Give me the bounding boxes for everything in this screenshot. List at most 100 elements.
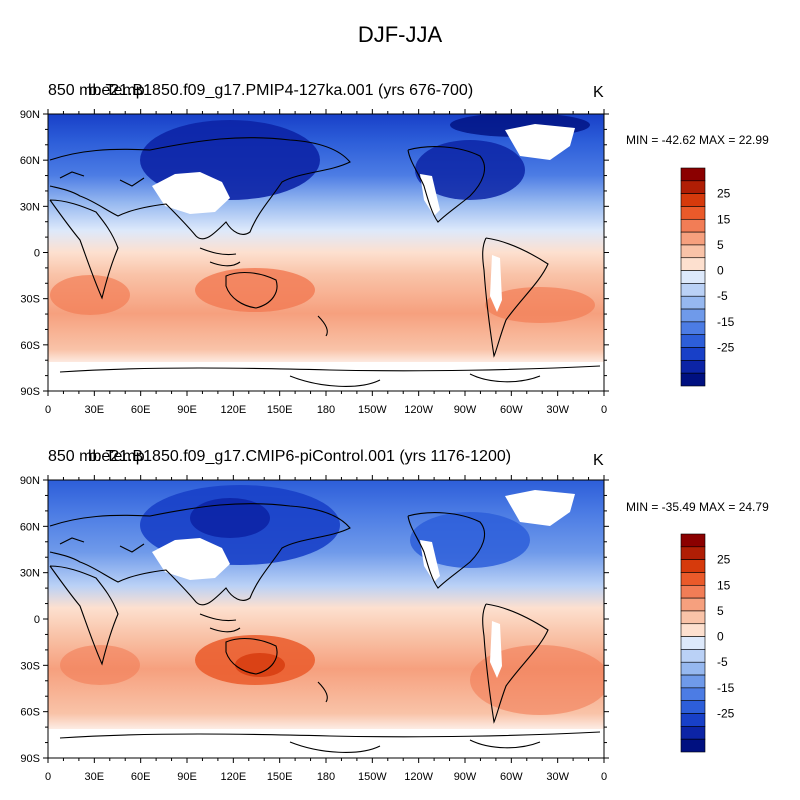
colorbar-swatch [680, 726, 706, 740]
colorbar-label: -5 [717, 655, 728, 669]
colorbar-swatch [680, 623, 706, 637]
lon-tick-label: 0 [601, 404, 607, 416]
colorbar-layer: 25 15 5 0 -5 -15 -25 25 15 5 0 -5 -15 -25 [680, 167, 735, 753]
lon-tick-label: 60E [131, 771, 151, 783]
colorbar-label: 15 [717, 212, 731, 226]
lon-tick-label: 0 [45, 771, 51, 783]
colorbar-label: 15 [717, 578, 731, 592]
panel-1-canada-cold-core [415, 140, 525, 200]
colorbar-swatch [680, 533, 706, 548]
colorbar-swatch [680, 372, 706, 387]
colorbar-label: 0 [717, 264, 724, 278]
panel-2-tibet-mask [152, 538, 230, 580]
lon-tick-label: 60E [131, 404, 151, 416]
lon-tick-label: 90W [454, 771, 477, 783]
lon-tick-label: 180 [317, 771, 335, 783]
lat-tick-label: 60N [20, 155, 40, 167]
colorbar-label: 0 [717, 630, 724, 644]
colorbar-swatch [680, 206, 706, 220]
lon-tick-label: 120W [404, 771, 433, 783]
colorbar-swatch [680, 308, 706, 323]
colorbar-swatch [680, 738, 706, 753]
colorbar-swatch [680, 649, 706, 663]
colorbar-swatch [680, 218, 706, 233]
panel-2-greenland-mask [505, 490, 575, 526]
colorbar-label: 25 [717, 553, 731, 567]
panel-1-map [48, 114, 604, 391]
lat-tick-label: 30N [20, 201, 40, 213]
panel-2-units: K [593, 452, 604, 469]
colorbar-swatch [680, 546, 706, 560]
lon-tick-label: 90E [177, 404, 197, 416]
axes-layer: 90N 60N 30N 0 30S 60S 90S 0 30E 60E 90E 120E 150E 180… [20, 109, 609, 783]
lon-tick-label: 0 [601, 771, 607, 783]
lat-tick-label: 0 [34, 248, 40, 260]
colorbar-swatch [680, 334, 706, 348]
lon-tick-label: 60W [500, 404, 523, 416]
lat-tick-label: 30S [20, 294, 40, 306]
colorbar-swatch [680, 180, 706, 194]
colorbar-label: -15 [717, 681, 735, 695]
lat-tick-label: 30N [20, 568, 40, 580]
panel-1-minmax: MIN = -42.62 MAX = 22.99 [626, 133, 769, 147]
colorbar-swatch [680, 257, 706, 271]
panel-1-coastlines [49, 137, 601, 387]
colorbar-swatch [680, 347, 706, 361]
colorbar-swatch [680, 636, 706, 650]
lon-tick-label: 150W [358, 771, 387, 783]
colorbar-swatch [680, 270, 706, 284]
lon-tick-label: 30E [85, 404, 105, 416]
lat-tick-label: 0 [34, 614, 40, 626]
panel-2-coastlines [49, 503, 601, 753]
colorbar-swatch [680, 244, 706, 259]
colorbar-swatch [680, 283, 706, 297]
colorbar-swatch [680, 610, 706, 625]
colorbar-label: -25 [717, 707, 735, 721]
colorbar-label: 25 [717, 187, 731, 201]
panel-2-case: b.e21.B1850.f09_g17.CMIP6-piControl.001 … [88, 448, 512, 465]
panel-1-case: b.e21.B1850.f09_g17.PMIP4-127ka.001 (yrs… [88, 82, 474, 99]
panel-1-units: K [593, 84, 604, 101]
lat-tick-label: 90S [20, 753, 40, 765]
colorbar-swatch [680, 597, 706, 612]
lat-tick-label: 90N [20, 475, 40, 487]
lon-tick-label: 90W [454, 404, 477, 416]
panel-1-greenland-mask [505, 124, 575, 160]
colorbar-label: -15 [717, 315, 735, 329]
colorbar-swatch [680, 167, 706, 182]
panel-1-tibet-mask [152, 172, 230, 214]
lat-tick-label: 90N [20, 109, 40, 121]
colorbar-label: -25 [717, 341, 735, 355]
colorbar-swatch [680, 713, 706, 727]
panel-1-variable: 850 mb Temp [48, 82, 145, 99]
lat-tick-label: 30S [20, 660, 40, 672]
colorbar-swatch [680, 231, 706, 246]
lat-tick-label: 90S [20, 386, 40, 398]
colorbar-swatch [680, 572, 706, 586]
lon-tick-label: 150W [358, 404, 387, 416]
colorbar-label: 5 [717, 604, 724, 618]
colorbar-label: 5 [717, 238, 724, 252]
lon-tick-label: 60W [500, 771, 523, 783]
colorbar-swatch [680, 661, 706, 676]
colorbar-swatch [680, 295, 706, 310]
panel-2-minmax: MIN = -35.49 MAX = 24.79 [626, 500, 769, 514]
lon-tick-label: 120E [220, 771, 246, 783]
lat-tick-label: 60N [20, 521, 40, 533]
lon-tick-label: 0 [45, 404, 51, 416]
lon-tick-label: 120W [404, 404, 433, 416]
panel-1-australia-warm [195, 268, 315, 312]
lat-tick-label: 60S [20, 707, 40, 719]
colorbar-label: -5 [717, 289, 728, 303]
figure-title: DJF-JJA [357, 22, 443, 47]
panel-2-variable: 850 mb Temp [48, 448, 145, 465]
colorbar-swatch [680, 584, 706, 599]
lon-tick-label: 30W [546, 404, 569, 416]
lon-tick-label: 30E [85, 771, 105, 783]
colorbar-swatch [680, 193, 706, 207]
colorbar-swatch [680, 687, 706, 702]
lon-tick-label: 30W [546, 771, 569, 783]
lon-tick-label: 90E [177, 771, 197, 783]
lon-tick-label: 120E [220, 404, 246, 416]
